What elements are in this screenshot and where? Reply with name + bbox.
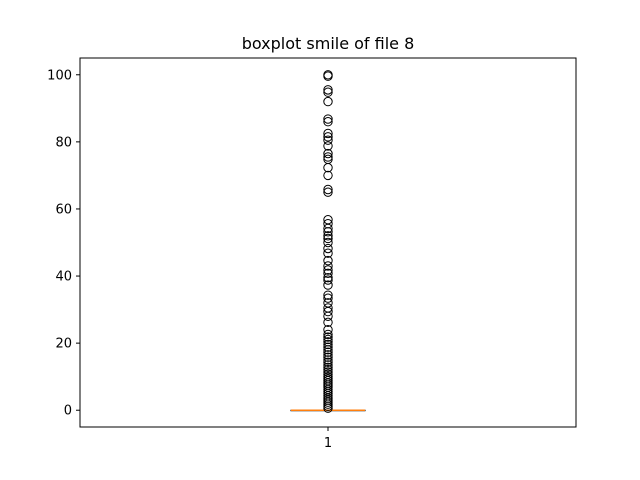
flier-point <box>323 329 333 340</box>
flier-point <box>323 162 333 173</box>
flier-point <box>323 117 333 127</box>
y-tick-label: 40 <box>55 270 72 285</box>
flier-point <box>323 148 333 159</box>
flier-point <box>323 132 333 142</box>
flier-point <box>323 268 333 279</box>
flier-point <box>323 265 333 275</box>
flier-point <box>323 337 333 347</box>
flier-point <box>323 334 333 345</box>
flier-point <box>323 362 333 372</box>
flier-point <box>323 248 333 258</box>
flier-point <box>323 152 333 162</box>
flier-point <box>323 214 333 225</box>
flier-point <box>323 70 333 80</box>
flier-point <box>323 273 333 283</box>
flier-point <box>323 237 333 248</box>
y-tick-label: 80 <box>55 135 72 150</box>
flier-point <box>323 231 333 241</box>
flier-point <box>323 347 333 357</box>
flier-point <box>323 332 333 342</box>
flier-point <box>323 325 333 335</box>
flier-point <box>323 233 333 244</box>
flier-point <box>323 243 333 254</box>
chart-title: boxplot smile of file 8 <box>242 34 415 53</box>
flier-point <box>323 170 333 181</box>
flier-point <box>323 280 333 290</box>
plot-area: 0 20 40 60 80 100 1 <box>47 57 577 451</box>
y-tick-label: 100 <box>47 68 72 83</box>
flier-point <box>323 298 333 308</box>
flier-point <box>323 96 333 107</box>
flier-point <box>323 275 333 285</box>
flier-point <box>323 350 333 360</box>
flier-point <box>323 290 333 300</box>
flier-point <box>323 293 333 303</box>
flier-point <box>323 339 333 350</box>
flier-point <box>323 187 333 197</box>
flier-point <box>323 135 333 145</box>
flier-point <box>323 317 333 328</box>
flier-point <box>323 355 333 365</box>
flier-point <box>323 219 333 229</box>
y-tick-label: 20 <box>55 337 72 352</box>
x-tick-label: 1 <box>324 436 332 451</box>
flier-point <box>323 154 333 165</box>
flier-point <box>323 342 333 352</box>
flier-point <box>323 184 333 195</box>
flier-point <box>323 128 333 139</box>
y-tick-label: 0 <box>64 404 72 419</box>
flier-point <box>323 114 333 124</box>
flier-point <box>323 357 333 367</box>
flier-point <box>323 369 333 380</box>
flier-point <box>323 87 333 97</box>
flier-point <box>323 364 333 375</box>
flier-point <box>323 367 333 377</box>
flier-point <box>323 261 333 271</box>
flier-point <box>323 303 333 313</box>
flier-point <box>323 352 333 362</box>
flier-point <box>323 371 333 382</box>
flier-point <box>323 255 333 266</box>
flier-point <box>323 360 333 370</box>
y-tick-label: 60 <box>55 202 72 217</box>
flier-point <box>323 85 333 95</box>
flier-point <box>323 141 333 151</box>
